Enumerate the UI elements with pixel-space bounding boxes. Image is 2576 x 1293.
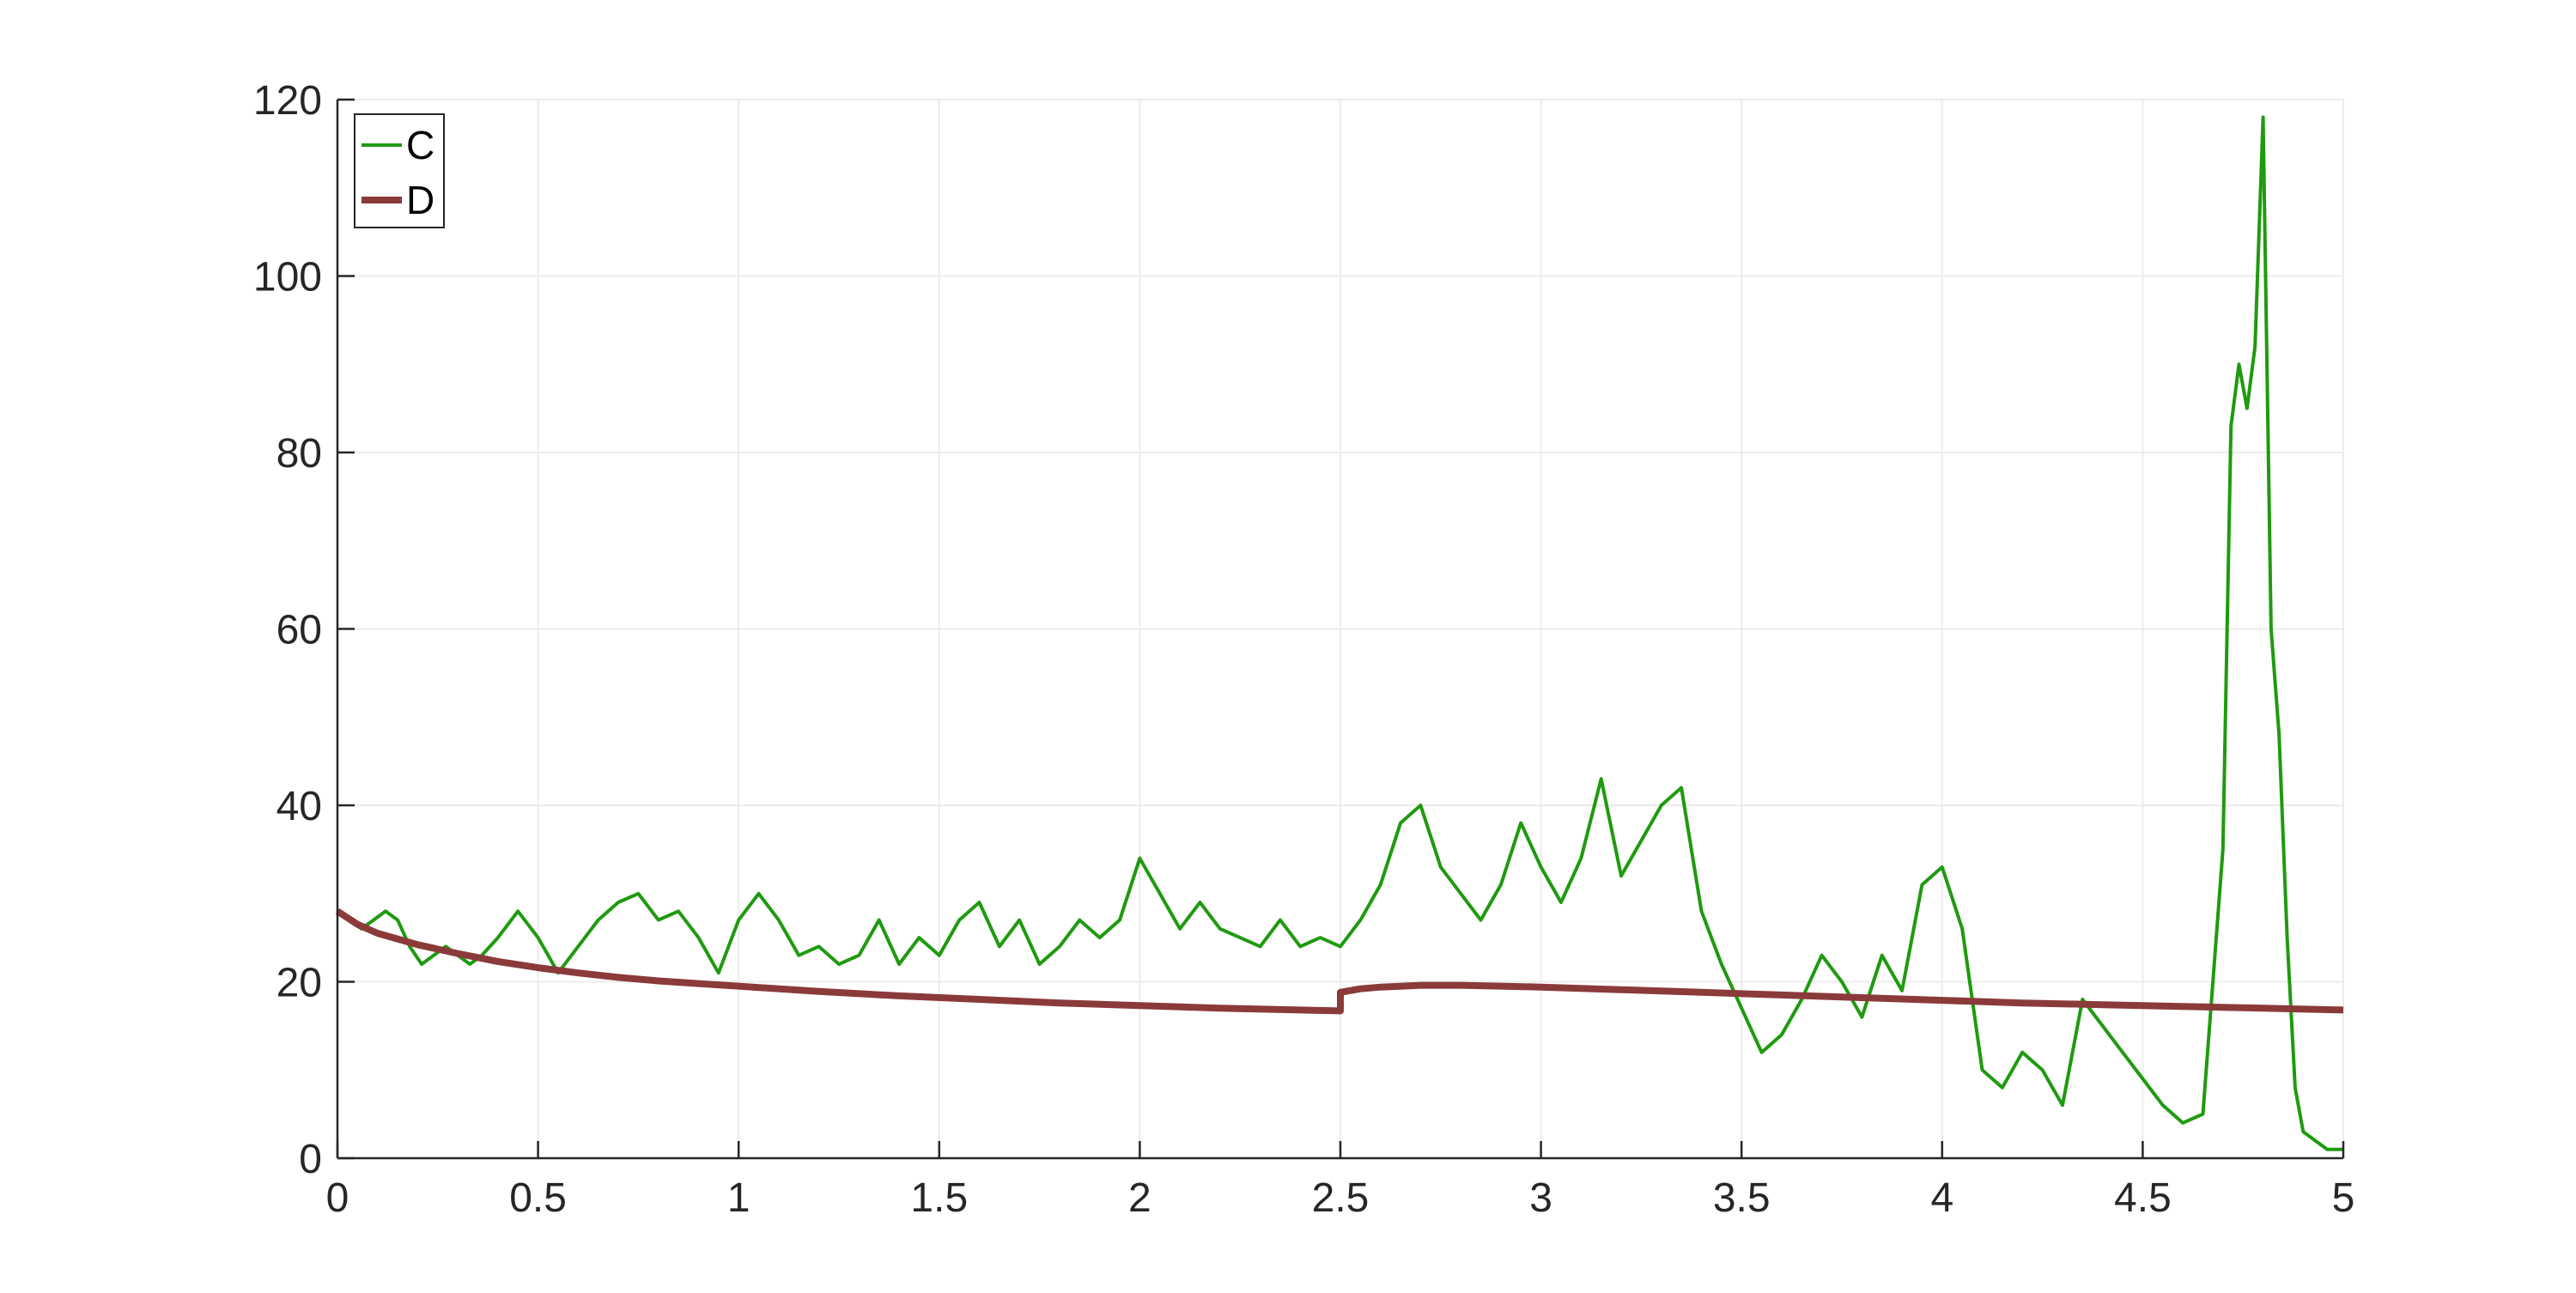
x-tick-label: 4.5 <box>2114 1175 2172 1221</box>
y-tick-label: 20 <box>276 961 322 1006</box>
x-tick-label: 3 <box>1529 1175 1552 1221</box>
x-tick-label: 2 <box>1128 1175 1151 1221</box>
x-tick-label: 1 <box>727 1175 750 1221</box>
y-tick-label: 100 <box>253 255 322 300</box>
y-tick-label: 0 <box>299 1137 322 1182</box>
x-tick-label: 0 <box>326 1175 349 1221</box>
grid <box>337 99 2344 1159</box>
y-tick-label: 60 <box>276 608 322 653</box>
y-axis-ticks: 0 20 40 60 80 100 120 <box>253 78 355 1182</box>
y-tick-label: 80 <box>276 431 322 477</box>
y-tick-label: 40 <box>276 784 322 829</box>
x-tick-label: 5 <box>2332 1175 2355 1221</box>
x-tick-label: 0.5 <box>509 1175 567 1221</box>
legend-label-d: D <box>406 178 434 222</box>
x-tick-label: 3.5 <box>1713 1175 1771 1221</box>
x-tick-label: 2.5 <box>1312 1175 1370 1221</box>
x-tick-label: 4 <box>1930 1175 1953 1221</box>
series-layer <box>335 115 2344 1151</box>
legend: C D <box>354 113 445 228</box>
series-line-c <box>336 115 2343 1151</box>
series-line-d <box>335 908 2344 1015</box>
x-axis-ticks: 0 0.5 1 1.5 2 2.5 3 3.5 4 4.5 5 <box>326 1141 2355 1221</box>
y-tick-label: 120 <box>253 78 322 124</box>
legend-box <box>354 113 445 228</box>
legend-label-c: C <box>406 123 434 167</box>
x-tick-label: 1.5 <box>910 1175 968 1221</box>
